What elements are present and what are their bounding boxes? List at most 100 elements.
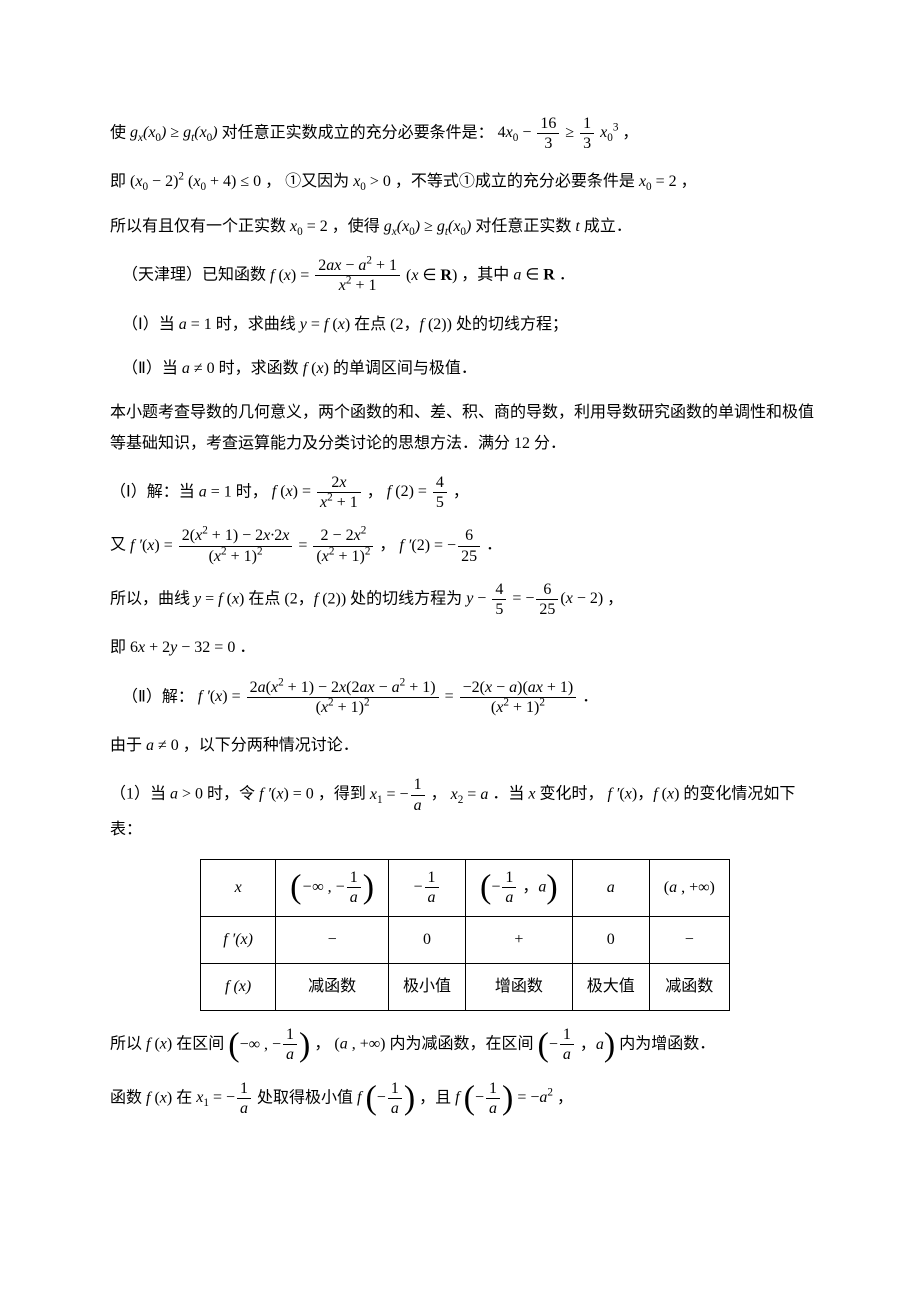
paragraph-11: 即 6x + 2y − 32 = 0 ． <box>110 633 820 663</box>
table-cell: a <box>572 860 649 916</box>
text: ， <box>681 173 697 190</box>
paragraph-9: 又 f ′(x) = 2(x2 + 1) − 2x·2x(x2 + 1)2 = … <box>110 526 820 565</box>
table-cell: (a , +∞) <box>649 860 729 916</box>
math-expr: f ′(x) = 0 <box>259 786 314 803</box>
text: 时，求曲线 <box>216 316 300 333</box>
table-row: f ′(x) − 0 + 0 − <box>201 916 730 963</box>
math-expr: (2，f (2)) <box>390 316 452 333</box>
table-cell: 减函数 <box>276 963 389 1010</box>
text: ， <box>379 537 395 554</box>
table-cell: 减函数 <box>649 963 729 1010</box>
text: 在点 <box>354 316 390 333</box>
text: 函数 <box>110 1089 146 1106</box>
math-expr: x0 = 2 <box>290 218 328 235</box>
paragraph-13: 由于 a ≠ 0 ，以下分两种情况讨论． <box>110 731 820 761</box>
paragraph-1: 使 gx(x0) ≥ gt(x0) 对任意正实数成立的充分必要条件是： 4x0 … <box>110 114 820 153</box>
math-expr: a > 0 <box>170 786 203 803</box>
text: ，其中 <box>461 267 513 284</box>
text: ，不等式①成立的充分必要条件是 <box>395 173 639 190</box>
text: ．当 <box>492 786 528 803</box>
variation-table: x (−∞ , −1a) −1a (−1a ，a) a (a , +∞) f ′… <box>200 859 730 1011</box>
text: 内为减函数，在区间 <box>389 1036 537 1053</box>
text: ， ①又因为 <box>265 173 353 190</box>
text: ， <box>453 483 469 500</box>
text: （Ⅰ）解：当 <box>110 483 199 500</box>
paragraph-12: （Ⅱ）解： f ′(x) = 2a(x2 + 1) − 2x(2ax − a2 … <box>122 678 820 717</box>
text: 变化时， <box>539 786 603 803</box>
paragraph-15: 所以 f (x) 在区间 (−∞ , −1a) ， (a , +∞) 内为减函数… <box>110 1025 820 1064</box>
table-cell: 极大值 <box>572 963 649 1010</box>
table-cell: − <box>276 916 389 963</box>
table-cell-f: f (x) <box>201 963 276 1010</box>
text: 对任意正实数成立的充分必要条件是： <box>222 124 494 141</box>
math-expr: gx(x0) ≥ gt(x0) <box>384 218 472 235</box>
math-expr: x0 = 2 <box>639 173 677 190</box>
table-row: x (−∞ , −1a) −1a (−1a ，a) a (a , +∞) <box>201 860 730 916</box>
math-expr: a ≠ 0 <box>182 360 215 377</box>
table-cell-x: x <box>201 860 276 916</box>
text: （1）当 <box>110 786 170 803</box>
text: 处取得极小值 <box>257 1089 357 1106</box>
math-expr: (a , +∞) <box>334 1036 385 1053</box>
math-expr: f (x) <box>146 1036 172 1053</box>
text: 本小题考查导数的几何意义，两个函数的和、差、积、商的导数，利用导数研究函数的单调… <box>110 404 814 451</box>
math-expr: a ∈ R <box>513 267 555 284</box>
math-expr: f (−1a) <box>357 1089 415 1106</box>
text: 又 <box>110 537 130 554</box>
table-cell: 极小值 <box>389 963 466 1010</box>
text: （Ⅱ）当 <box>122 360 182 377</box>
table-cell: −1a <box>389 860 466 916</box>
math-expr: a ≠ 0 <box>146 737 179 754</box>
table-cell: (−1a ，a) <box>466 860 573 916</box>
text: 处的切线方程； <box>456 316 568 333</box>
math-expr: (2，f (2)) <box>284 590 346 607</box>
text: ， <box>367 483 383 500</box>
math-expr: x1 = −1a <box>196 1089 253 1106</box>
text: 的单调区间与极值． <box>333 360 477 377</box>
text: ． <box>559 267 575 284</box>
math-expr: x0 > 0 <box>353 173 391 190</box>
paragraph-3: 所以有且仅有一个正实数 x0 = 2 ，使得 gx(x0) ≥ gt(x0) 对… <box>110 212 820 242</box>
text: 时， <box>236 483 268 500</box>
math-expr: y = f (x) <box>300 316 350 333</box>
text: ，以下分两种情况讨论． <box>183 737 359 754</box>
paragraph-5: （Ⅰ）当 a = 1 时，求曲线 y = f (x) 在点 (2，f (2)) … <box>122 310 820 340</box>
math-expr: a = 1 <box>199 483 232 500</box>
math-expr: x1 = −1a <box>370 786 427 803</box>
table-cell-fprime: f ′(x) <box>201 916 276 963</box>
paragraph-16: 函数 f (x) 在 x1 = −1a 处取得极小值 f (−1a) ，且 f … <box>110 1079 820 1118</box>
math-expr: (x0 − 2)2 (x0 + 4) ≤ 0 <box>130 173 261 190</box>
math-expr: f (−1a) = −a2 <box>455 1089 553 1106</box>
text: ， <box>557 1089 573 1106</box>
text: （天津理）已知函数 <box>122 267 270 284</box>
paragraph-8: （Ⅰ）解：当 a = 1 时， f (x) = 2xx2 + 1 ， f (2)… <box>110 473 820 512</box>
math-var: x <box>528 786 535 803</box>
table-cell: + <box>466 916 573 963</box>
table-cell: 0 <box>572 916 649 963</box>
text: ，使得 <box>332 218 384 235</box>
text: ． <box>486 537 502 554</box>
paragraph-6: （Ⅱ）当 a ≠ 0 时，求函数 f (x) 的单调区间与极值． <box>122 354 820 384</box>
math-expr: (−1a ，a) <box>537 1036 615 1053</box>
math-expr: y − 45 = −625(x − 2) <box>466 590 603 607</box>
text: ． <box>582 688 598 705</box>
math-var: t <box>575 218 579 235</box>
text: 在 <box>176 1089 196 1106</box>
math-expr: x2 = a <box>451 786 489 803</box>
text: 时，令 <box>207 786 259 803</box>
table-cell: 0 <box>389 916 466 963</box>
text: 即 <box>110 639 130 656</box>
text: 在区间 <box>176 1036 228 1053</box>
math-expr: y = f (x) <box>194 590 244 607</box>
table-cell: (−∞ , −1a) <box>276 860 389 916</box>
text: 时，求函数 <box>219 360 303 377</box>
text: 处的切线方程为 <box>350 590 466 607</box>
paragraph-2: 即 (x0 − 2)2 (x0 + 4) ≤ 0 ， ①又因为 x0 > 0 ，… <box>110 167 820 197</box>
math-expr: f (x) = 2xx2 + 1 <box>272 483 363 500</box>
text: （Ⅰ）当 <box>122 316 179 333</box>
paragraph-10: 所以，曲线 y = f (x) 在点 (2，f (2)) 处的切线方程为 y −… <box>110 580 820 619</box>
math-expr: a = 1 <box>179 316 212 333</box>
text: 由于 <box>110 737 146 754</box>
math-expr: gx(x0) ≥ gt(x0) <box>130 124 218 141</box>
math-expr: (−∞ , −1a) <box>228 1036 310 1053</box>
